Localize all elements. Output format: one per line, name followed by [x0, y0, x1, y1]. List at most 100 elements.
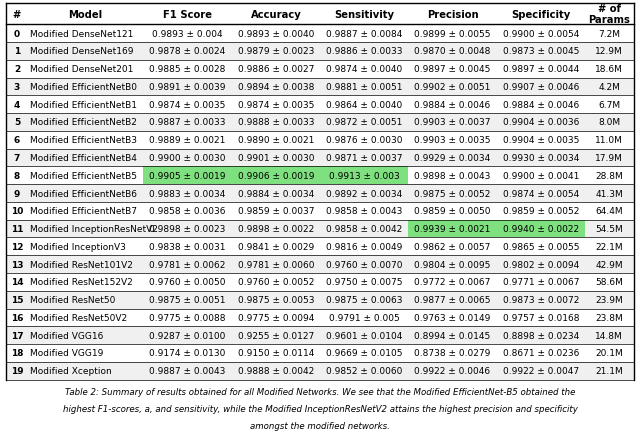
- Text: 0.9886 ± 0.0033: 0.9886 ± 0.0033: [326, 47, 403, 56]
- Text: 0.9900 ± 0.0041: 0.9900 ± 0.0041: [502, 171, 579, 181]
- Bar: [232, 25, 320, 43]
- Text: 0.9858 ± 0.0036: 0.9858 ± 0.0036: [149, 207, 226, 216]
- Bar: [497, 132, 585, 149]
- Text: Specificity: Specificity: [511, 10, 570, 20]
- Text: 54.5M: 54.5M: [595, 224, 623, 233]
- Text: 0.9885 ± 0.0028: 0.9885 ± 0.0028: [149, 65, 226, 74]
- Text: 0.8994 ± 0.0145: 0.8994 ± 0.0145: [414, 331, 491, 340]
- Text: 0.9894 ± 0.0038: 0.9894 ± 0.0038: [237, 83, 314, 92]
- Bar: [143, 185, 232, 203]
- Text: 0.9874 ± 0.0035: 0.9874 ± 0.0035: [237, 100, 314, 109]
- Bar: [232, 291, 320, 309]
- Text: 6.7M: 6.7M: [598, 100, 620, 109]
- Bar: [143, 61, 232, 79]
- Text: 0.9891 ± 0.0039: 0.9891 ± 0.0039: [149, 83, 226, 92]
- Text: 0.9864 ± 0.0040: 0.9864 ± 0.0040: [326, 100, 403, 109]
- Bar: [28, 256, 143, 273]
- Text: Modified ResNet152V2: Modified ResNet152V2: [30, 278, 132, 287]
- Text: 1: 1: [13, 47, 20, 56]
- Text: 0.9174 ± 0.0130: 0.9174 ± 0.0130: [149, 349, 226, 358]
- Text: 0.9875 ± 0.0051: 0.9875 ± 0.0051: [149, 296, 226, 305]
- Text: 0.9899 ± 0.0055: 0.9899 ± 0.0055: [414, 30, 491, 39]
- Text: Modified EfficientNetB6: Modified EfficientNetB6: [30, 189, 137, 198]
- Text: 0.9874 ± 0.0040: 0.9874 ± 0.0040: [326, 65, 403, 74]
- Bar: [408, 309, 497, 326]
- Bar: [232, 362, 320, 380]
- Bar: [232, 167, 320, 185]
- Bar: [585, 326, 634, 344]
- Bar: [497, 309, 585, 326]
- Text: 0.9881 ± 0.0051: 0.9881 ± 0.0051: [326, 83, 403, 92]
- Bar: [497, 149, 585, 167]
- Text: 0.9898 ± 0.0022: 0.9898 ± 0.0022: [237, 224, 314, 233]
- Text: 0.9888 ± 0.0033: 0.9888 ± 0.0033: [237, 118, 314, 127]
- Text: 0.9781 ± 0.0060: 0.9781 ± 0.0060: [237, 260, 314, 269]
- Bar: [408, 256, 497, 273]
- Text: 0.9760 ± 0.0070: 0.9760 ± 0.0070: [326, 260, 403, 269]
- Bar: [585, 256, 634, 273]
- Text: 0.9902 ± 0.0051: 0.9902 ± 0.0051: [414, 83, 491, 92]
- Text: 0.9939 ± 0.0021: 0.9939 ± 0.0021: [414, 224, 491, 233]
- Text: 0.9897 ± 0.0045: 0.9897 ± 0.0045: [414, 65, 491, 74]
- Bar: [6, 43, 28, 61]
- Text: 17: 17: [11, 331, 23, 340]
- Bar: [143, 362, 232, 380]
- Bar: [143, 96, 232, 114]
- Bar: [6, 79, 28, 96]
- Bar: [497, 344, 585, 362]
- Text: 9: 9: [13, 189, 20, 198]
- Bar: [585, 362, 634, 380]
- Bar: [497, 220, 585, 238]
- Bar: [497, 362, 585, 380]
- Bar: [143, 326, 232, 344]
- Text: Table 2: Summary of results obtained for all Modified Networks. We see that the : Table 2: Summary of results obtained for…: [65, 388, 575, 397]
- Bar: [320, 4, 408, 25]
- Text: 0.9875 ± 0.0063: 0.9875 ± 0.0063: [326, 296, 403, 305]
- Text: Precision: Precision: [427, 10, 478, 20]
- Bar: [408, 220, 497, 238]
- Text: 0.9898 ± 0.0043: 0.9898 ± 0.0043: [414, 171, 491, 181]
- Bar: [143, 79, 232, 96]
- Text: 11: 11: [11, 224, 23, 233]
- Bar: [408, 362, 497, 380]
- Bar: [232, 238, 320, 256]
- Text: 0.9883 ± 0.0034: 0.9883 ± 0.0034: [149, 189, 226, 198]
- Bar: [497, 291, 585, 309]
- Bar: [6, 326, 28, 344]
- Text: # of
Params: # of Params: [588, 4, 630, 25]
- Text: 0.9775 ± 0.0094: 0.9775 ± 0.0094: [237, 313, 314, 322]
- Text: 0.9771 ± 0.0067: 0.9771 ± 0.0067: [502, 278, 579, 287]
- Text: 0.9903 ± 0.0035: 0.9903 ± 0.0035: [414, 136, 491, 145]
- Bar: [232, 4, 320, 25]
- Text: 0.9898 ± 0.0023: 0.9898 ± 0.0023: [149, 224, 226, 233]
- Bar: [6, 167, 28, 185]
- Bar: [585, 220, 634, 238]
- Bar: [232, 114, 320, 132]
- Text: 0.9922 ± 0.0046: 0.9922 ± 0.0046: [415, 366, 490, 375]
- Bar: [585, 96, 634, 114]
- Text: 0.9669 ± 0.0105: 0.9669 ± 0.0105: [326, 349, 403, 358]
- Text: 0.9887 ± 0.0084: 0.9887 ± 0.0084: [326, 30, 403, 39]
- Bar: [585, 114, 634, 132]
- Text: 18: 18: [11, 349, 23, 358]
- Text: 0.9870 ± 0.0048: 0.9870 ± 0.0048: [414, 47, 491, 56]
- Bar: [28, 309, 143, 326]
- Text: 16: 16: [11, 313, 23, 322]
- Bar: [232, 185, 320, 203]
- Bar: [320, 326, 408, 344]
- Text: 0.9838 ± 0.0031: 0.9838 ± 0.0031: [149, 242, 226, 251]
- Text: 0.8898 ± 0.0234: 0.8898 ± 0.0234: [502, 331, 579, 340]
- Bar: [408, 132, 497, 149]
- Text: Modified EfficientNetB7: Modified EfficientNetB7: [30, 207, 137, 216]
- Bar: [585, 273, 634, 291]
- Text: Accuracy: Accuracy: [250, 10, 301, 20]
- Text: 58.6M: 58.6M: [595, 278, 623, 287]
- Bar: [232, 202, 320, 220]
- Bar: [28, 291, 143, 309]
- Text: 8.0M: 8.0M: [598, 118, 620, 127]
- Text: 0.9875 ± 0.0053: 0.9875 ± 0.0053: [237, 296, 314, 305]
- Text: Sensitivity: Sensitivity: [334, 10, 394, 20]
- Bar: [28, 61, 143, 79]
- Text: 12.9M: 12.9M: [595, 47, 623, 56]
- Text: 0.9859 ± 0.0037: 0.9859 ± 0.0037: [237, 207, 314, 216]
